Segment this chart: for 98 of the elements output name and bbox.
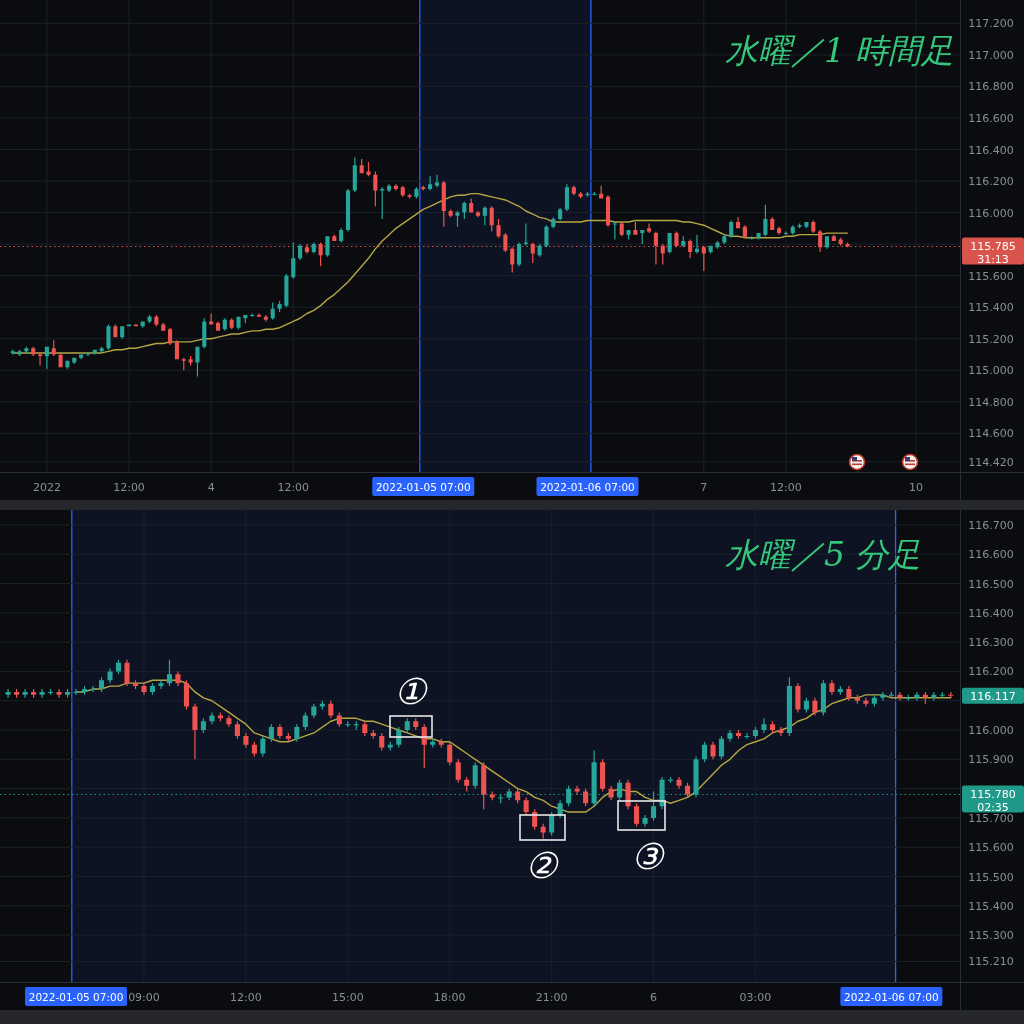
y-tick-label: 116.300 [968,636,1014,650]
candlestick [10,349,15,355]
x-tick-label: 7 [700,481,708,494]
y-tick-label: 116.500 [968,577,1014,591]
y-tick-label: 116.200 [968,665,1014,679]
x-tick-label: 2022-01-05 07:00 [375,480,471,493]
candlestick [325,236,330,257]
annotation: ② [525,845,559,886]
x-tick-label: 21:00 [535,991,568,1004]
y-tick-label: 116.000 [968,206,1014,220]
candlestick [761,718,767,733]
x-tick-label: 2022-01-05 07:00 [28,990,124,1003]
candlestick [496,218,501,238]
candlestick [676,776,682,789]
annotation: ① [394,671,428,712]
y-tick-label: 116.700 [968,518,1014,532]
candlestick [17,349,22,357]
y-tick-label: 115.600 [968,269,1014,283]
candlestick [226,715,232,728]
x-tick-label: 2022 [32,481,61,494]
candlestick [783,231,788,235]
x-tick-label: 09:00 [128,991,160,1004]
candlestick [304,244,309,254]
y-tick-label: 117.200 [968,17,1014,31]
candlestick [804,222,809,229]
candlestick [653,231,658,265]
candlestick [90,686,96,692]
candlestick [744,732,750,739]
candlestick [158,680,164,690]
ref-line-label: 115.785 31:13 [970,240,1016,267]
candlestick [56,689,62,698]
y-tick-label: 116.800 [968,80,1014,94]
y-tick-label: 115.500 [968,870,1014,884]
x-tick-label: 12:00 [113,481,145,494]
candlestick [694,234,700,254]
y-tick-label: 114.800 [968,395,1014,409]
y-tick-label: 116.200 [968,175,1014,189]
y-tick-label: 115.400 [968,301,1014,315]
y-tick-label: 115.200 [968,332,1014,346]
candlestick [778,727,784,736]
x-tick-label: 12:00 [277,481,310,494]
y-tick-label: 114.420 [968,455,1014,469]
candlestick [421,185,426,191]
x-tick-label: 15:00 [331,991,364,1004]
candlestick [124,659,130,687]
x-tick-label: 18:00 [433,991,466,1004]
candlestick [175,671,181,687]
candlestick [236,316,241,330]
annotation: ③ [631,836,665,877]
y-tick-label: 114.600 [968,427,1014,441]
y-tick-label: 116.600 [968,548,1014,562]
candlestick [44,346,49,369]
candlestick [107,668,113,684]
y-tick-label: 115.210 [968,955,1014,969]
x-tick-label: 2022-01-06 07:00 [540,480,635,493]
y-tick-label: 115.300 [968,929,1014,943]
candlestick [710,741,716,760]
y-tick-label: 116.400 [968,143,1014,157]
candlestick [209,712,215,725]
y-tick-label: 116.600 [968,111,1014,125]
y-tick-label: 117.000 [968,48,1014,62]
candlestick [192,703,198,760]
candlestick [38,352,43,366]
candlestick [642,815,648,827]
candlestick [106,324,111,350]
x-tick-label: 10 [908,481,923,494]
candlestick [674,231,679,248]
line-series [12,192,849,354]
y-tick-label: 115.900 [968,753,1014,767]
candlestick [693,756,699,798]
candlestick [141,683,147,695]
candlestick [387,184,392,193]
candlestick [829,680,835,695]
y-tick-label: 115.600 [968,841,1014,855]
y-tick-label: 115.400 [968,899,1014,913]
x-tick-label: 6 [650,991,658,1004]
x-tick-label: 03:00 [739,991,772,1004]
candlestick [73,689,79,695]
y-tick-label: 115.000 [968,364,1014,378]
x-tick-label: 12:00 [230,991,262,1004]
text: 水曜／1 時間足 [725,31,955,70]
candlestick [243,732,249,748]
candlestick [39,689,45,698]
x-tick-label: 12:00 [770,481,802,494]
line-series [75,679,952,813]
candlestick [85,352,91,357]
y-tick-label: 116.000 [968,724,1014,738]
text: 116.117 [970,689,1016,703]
candlestick [727,730,733,742]
candlestick [22,689,28,698]
y-tick-label: 116.400 [968,606,1014,620]
candlestick [523,223,528,246]
x-tick-label: 2022-01-06 07:00 [844,990,939,1003]
x-tick-label: 4 [207,481,215,494]
candlestick [256,313,262,317]
candlestick [777,226,782,235]
candlestick [647,223,652,234]
candlestick [434,174,439,188]
